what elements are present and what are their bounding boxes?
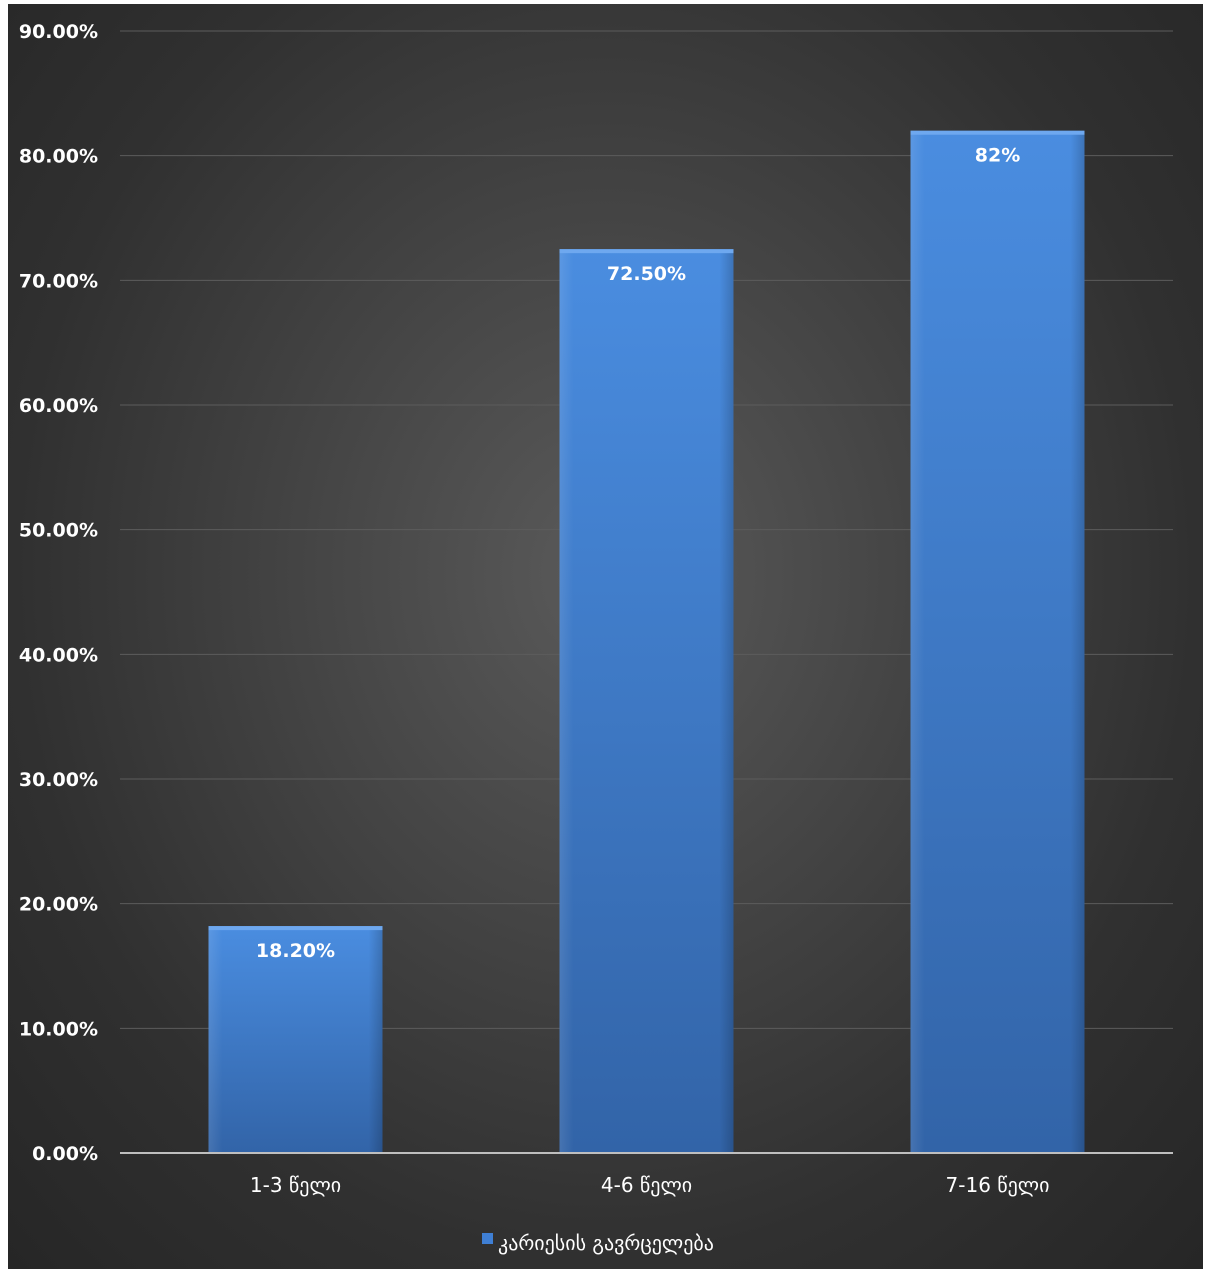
bar-top-edge [910, 130, 1085, 135]
data-label: 82% [975, 145, 1020, 167]
data-labels: 18.20% 72.50% 82% [256, 145, 1020, 962]
bar-shading [910, 130, 1085, 1153]
legend-swatch [482, 1233, 493, 1244]
x-axis-category-labels: 1-3 წელი 4-6 წელი 7-16 წელი [250, 1173, 1050, 1197]
y-tick-label: 80.00% [19, 146, 98, 168]
x-category-label: 1-3 წელი [250, 1173, 341, 1197]
bar-shading [559, 249, 734, 1153]
x-category-label: 4-6 წელი [601, 1173, 692, 1197]
data-label: 18.20% [256, 940, 335, 962]
chart-frame: 0.00% 10.00% 20.00% 30.00% 40.00% 50.00% 60.00… [8, 4, 1203, 1269]
y-tick-label: 40.00% [19, 644, 98, 666]
y-tick-label: 30.00% [19, 769, 98, 791]
legend: კარიესის გავრცელება [482, 1231, 714, 1255]
y-tick-label: 10.00% [19, 1018, 98, 1040]
bar-top-edge [559, 249, 734, 254]
bar-shading [208, 926, 383, 1153]
bar-chart: 0.00% 10.00% 20.00% 30.00% 40.00% 50.00% 60.00… [19, 21, 1173, 1255]
y-tick-label: 0.00% [32, 1143, 98, 1165]
y-tick-label: 90.00% [19, 21, 98, 43]
data-label: 72.50% [607, 263, 686, 285]
y-tick-label: 20.00% [19, 894, 98, 916]
legend-label: კარიესის გავრცელება [498, 1231, 714, 1255]
bars [208, 130, 1085, 1153]
y-tick-label: 50.00% [19, 520, 98, 542]
y-tick-label: 60.00% [19, 395, 98, 417]
x-category-label: 7-16 წელი [946, 1173, 1050, 1197]
y-axis-tick-labels: 0.00% 10.00% 20.00% 30.00% 40.00% 50.00% 60.00… [19, 21, 98, 1165]
y-tick-label: 70.00% [19, 270, 98, 292]
bar-top-edge [208, 926, 383, 931]
